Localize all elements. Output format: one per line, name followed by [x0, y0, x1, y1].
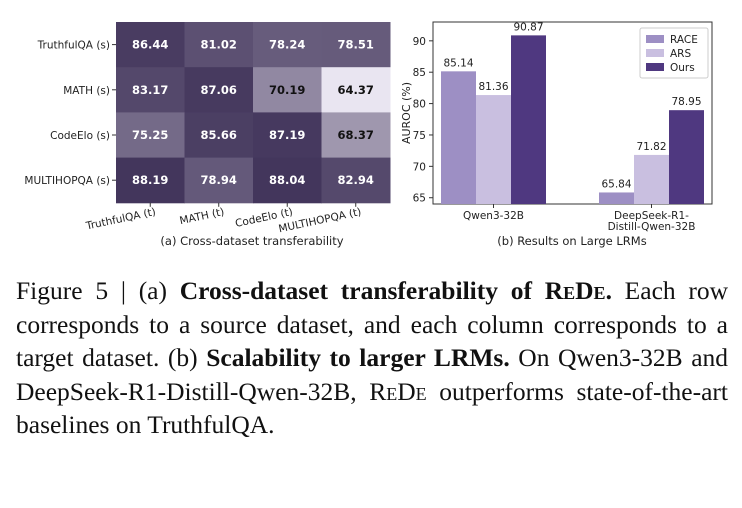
figure-caption: Figure 5 | (a) Cross-dataset transferabi… — [16, 274, 728, 442]
heatmap-row-label: MATH (s) — [63, 85, 110, 97]
bar-value-label: 90.87 — [513, 21, 543, 33]
y-tick-label: 65 — [413, 193, 426, 205]
heatmap-cell-value: 85.66 — [201, 128, 237, 142]
legend-label: Ours — [670, 62, 695, 74]
caption-figure-label: Figure 5 — [16, 276, 109, 305]
heatmap-cell — [116, 22, 185, 68]
bar — [634, 154, 669, 204]
heatmap-cell — [253, 22, 322, 68]
caption-separator: | — [120, 276, 126, 305]
bar — [599, 192, 634, 204]
bar-value-label: 71.82 — [636, 141, 666, 153]
bar-value-label: 81.36 — [478, 81, 508, 93]
y-tick-label: 90 — [413, 36, 426, 48]
heatmap-cell — [321, 112, 391, 159]
bar — [441, 71, 476, 204]
y-tick-label: 70 — [413, 161, 426, 173]
x-tick-label: DeepSeek-R1- — [614, 210, 689, 222]
heatmap-cell-value: 88.04 — [269, 173, 305, 187]
y-tick-label: 80 — [413, 99, 426, 111]
y-axis-label: AUROC (%) — [400, 82, 413, 144]
x-tick-label: Qwen3-32B — [463, 210, 524, 222]
heatmap-cell — [184, 22, 254, 68]
caption-part-b-text-2: outperforms state-of-the-art baselines o… — [16, 376, 728, 440]
heatmap-cell-value: 70.19 — [269, 83, 305, 97]
caption-part-a-marker: (a) — [138, 276, 167, 305]
heatmap-cell — [184, 67, 254, 113]
legend-swatch — [646, 35, 664, 43]
heatmap-cell — [321, 67, 391, 113]
legend-swatch — [646, 63, 664, 71]
caption-part-a-text: Each row corresponds to a source dataset… — [16, 276, 729, 372]
heatmap-cell — [253, 67, 322, 113]
caption-part-a-title: Cross-dataset transferability of ReDe. — [179, 276, 612, 305]
bar — [669, 110, 704, 204]
caption-part-b-title: Scalability to larger LRMs. — [206, 343, 510, 372]
heatmap-subtitle: (a) Cross-dataset transferability — [160, 234, 343, 248]
method-name: ReDe — [544, 276, 606, 305]
heatmap-cell-value: 87.06 — [201, 83, 237, 97]
heatmap-cell-value: 78.94 — [201, 173, 237, 187]
legend-label: ARS — [670, 48, 691, 60]
y-tick-label: 75 — [413, 130, 426, 142]
heatmap-cell — [116, 112, 185, 159]
legend-swatch — [646, 49, 664, 57]
heatmap-cell — [184, 157, 254, 204]
legend-label: RACE — [670, 34, 698, 46]
heatmap-cell-value: 78.24 — [269, 38, 305, 52]
heatmap-cell-value: 78.51 — [338, 38, 374, 52]
heatmap-cell — [253, 157, 322, 204]
heatmap-cell — [116, 157, 185, 204]
heatmap-cell — [184, 112, 254, 159]
bar-value-label: 65.84 — [601, 178, 631, 190]
heatmap-cell — [321, 22, 391, 68]
heatmap-cell — [116, 67, 185, 113]
plot-frame — [432, 21, 713, 205]
heatmap-cell-value: 83.17 — [132, 83, 168, 97]
heatmap-cell-value: 88.19 — [132, 173, 168, 187]
bar — [511, 35, 546, 205]
bar-value-label: 78.95 — [671, 96, 701, 108]
heatmap-cell-value: 82.94 — [338, 173, 374, 187]
heatmap-cell-value: 68.37 — [338, 128, 374, 142]
heatmap-cell-value: 86.44 — [132, 38, 168, 52]
y-tick-label: 85 — [413, 67, 426, 79]
caption-part-b-marker: (b) — [167, 343, 198, 372]
method-name-2: ReDe — [369, 376, 427, 406]
heatmap-row-label: TruthfulQA (s) — [37, 40, 110, 52]
bar-value-label: 85.14 — [443, 57, 473, 69]
heatmap-row-label: CodeElo (s) — [50, 130, 110, 142]
caption-part-b-text-1: On Qwen3-32B and DeepSeek-R1-Distill-Qwe… — [16, 343, 729, 406]
bar — [476, 95, 511, 204]
heatmap-cell-value: 81.02 — [201, 38, 237, 52]
heatmap-cell — [321, 157, 391, 204]
heatmap-cell-value: 64.37 — [338, 83, 374, 97]
heatmap-cell-value: 75.25 — [132, 128, 168, 142]
heatmap-row-label: MULTIHOPQA (s) — [24, 175, 110, 187]
bar-subtitle: (b) Results on Large LRMs — [497, 234, 646, 248]
x-tick-label: Distill-Qwen-32B — [608, 221, 696, 233]
heatmap-cell-value: 87.19 — [269, 128, 305, 142]
heatmap-cell — [253, 112, 322, 159]
